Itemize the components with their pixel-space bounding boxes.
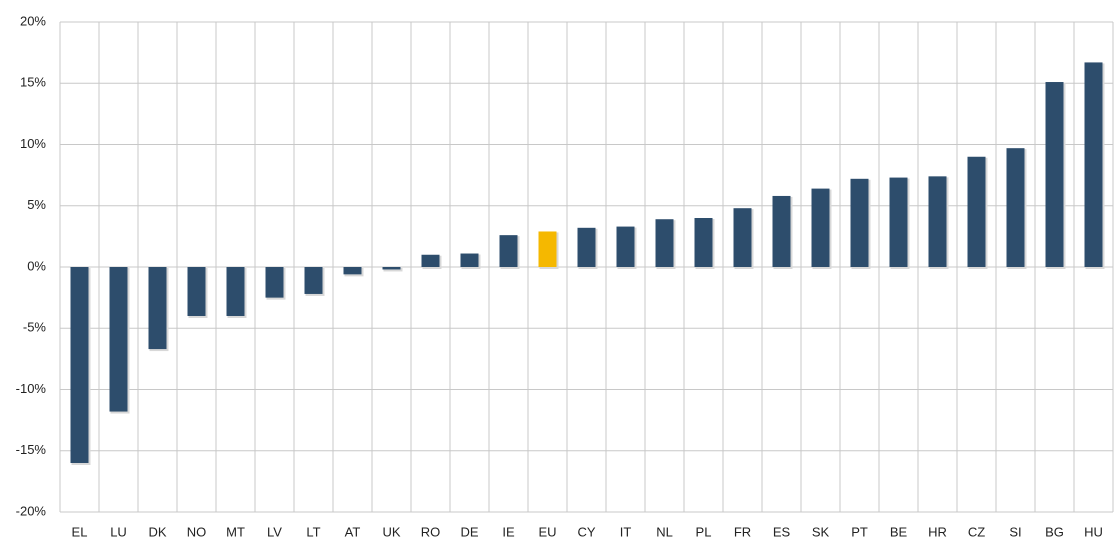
bar (733, 208, 752, 267)
x-tick-label: NL (656, 524, 673, 539)
x-tick-label: IE (502, 524, 515, 539)
bar-shadow (383, 268, 403, 272)
bar (382, 267, 401, 270)
y-tick-label: 0% (27, 258, 46, 273)
x-tick-label: MT (226, 524, 245, 539)
y-tick-label: 20% (20, 13, 46, 28)
bar (850, 178, 869, 267)
x-tick-label: NO (187, 524, 207, 539)
x-tick-label: CZ (968, 524, 985, 539)
bar (1045, 82, 1064, 268)
bar (304, 267, 323, 294)
x-tick-label: DK (148, 524, 166, 539)
y-tick-label: -5% (23, 320, 47, 335)
x-tick-label: PL (696, 524, 712, 539)
x-tick-label: HU (1084, 524, 1103, 539)
y-tick-label: 5% (27, 197, 46, 212)
bar (187, 267, 206, 316)
x-tick-label: EU (538, 524, 556, 539)
x-tick-label: IT (620, 524, 632, 539)
x-tick-label: LU (110, 524, 127, 539)
bar (460, 253, 479, 267)
y-tick-label: 10% (20, 136, 46, 151)
x-tick-label: UK (382, 524, 400, 539)
y-tick-label: -10% (16, 381, 47, 396)
bar (1006, 148, 1025, 267)
y-tick-label: -20% (16, 503, 47, 518)
x-tick-label: PT (851, 524, 868, 539)
bar (109, 267, 128, 412)
x-tick-label: AT (345, 524, 361, 539)
x-tick-label: LV (267, 524, 282, 539)
bar (538, 231, 557, 267)
x-tick-label: LT (306, 524, 320, 539)
x-tick-label: BG (1045, 524, 1064, 539)
bar (811, 188, 830, 267)
bar (343, 267, 362, 275)
bar (148, 267, 167, 350)
bar (1084, 62, 1103, 267)
x-tick-label: DE (460, 524, 478, 539)
bar (226, 267, 245, 316)
bar (616, 226, 635, 267)
bar (928, 176, 947, 267)
x-tick-label: RO (421, 524, 441, 539)
bar (889, 177, 908, 267)
x-tick-label: HR (928, 524, 947, 539)
bar (655, 219, 674, 267)
x-tick-label: BE (890, 524, 908, 539)
bar (694, 218, 713, 267)
bar (967, 156, 986, 267)
x-tick-label: ES (773, 524, 791, 539)
bar (499, 235, 518, 267)
y-tick-label: 15% (20, 75, 46, 90)
bar (421, 254, 440, 267)
bar (772, 195, 791, 267)
x-tick-label: SI (1009, 524, 1021, 539)
x-tick-label: CY (577, 524, 595, 539)
x-tick-label: EL (72, 524, 88, 539)
x-tick-label: SK (812, 524, 830, 539)
bar (577, 227, 596, 267)
x-tick-label: FR (734, 524, 751, 539)
bar (265, 267, 284, 298)
y-tick-label: -15% (16, 442, 47, 457)
bar (70, 267, 89, 463)
